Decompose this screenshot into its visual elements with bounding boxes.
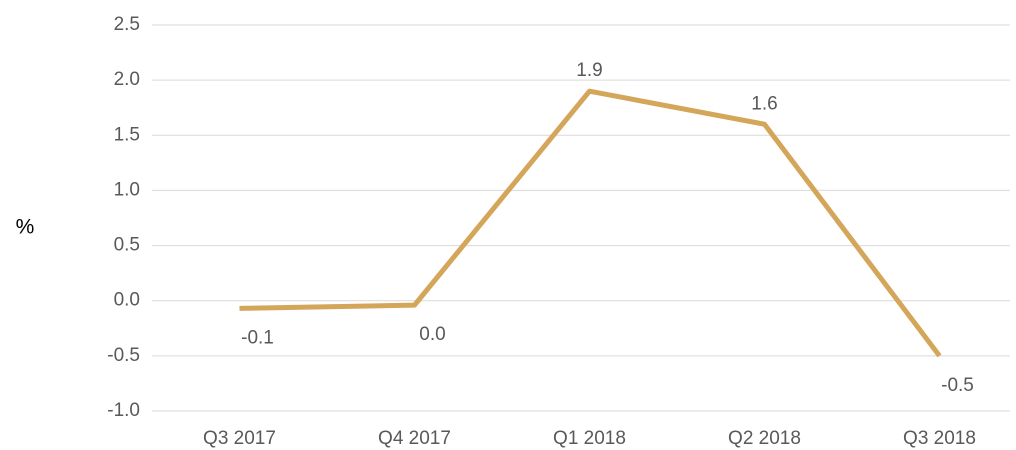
y-tick-label: 2.5: [114, 14, 140, 35]
x-tick-label: Q3 2018: [903, 428, 976, 449]
y-tick-label: -0.5: [107, 345, 140, 366]
data-label: -0.5: [941, 375, 974, 396]
y-tick-label: -1.0: [107, 400, 140, 421]
x-tick-label: Q2 2018: [728, 428, 801, 449]
y-axis-label: %: [16, 216, 35, 239]
data-label: 1.6: [751, 93, 777, 114]
x-tick-label: Q3 2017: [203, 428, 276, 449]
data-label: 0.0: [419, 324, 445, 345]
data-line: [239, 88, 942, 358]
data-label: -0.1: [241, 327, 274, 348]
x-tick-label: Q1 2018: [553, 428, 626, 449]
y-tick-label: 0.5: [114, 235, 140, 256]
y-tick-label: 1.0: [114, 179, 140, 200]
data-label: 1.9: [576, 60, 602, 81]
y-tick-label: 2.0: [114, 69, 140, 90]
y-tick-label: 1.5: [114, 124, 140, 145]
y-tick-label: 0.0: [114, 290, 140, 311]
x-tick-label: Q4 2017: [378, 428, 451, 449]
